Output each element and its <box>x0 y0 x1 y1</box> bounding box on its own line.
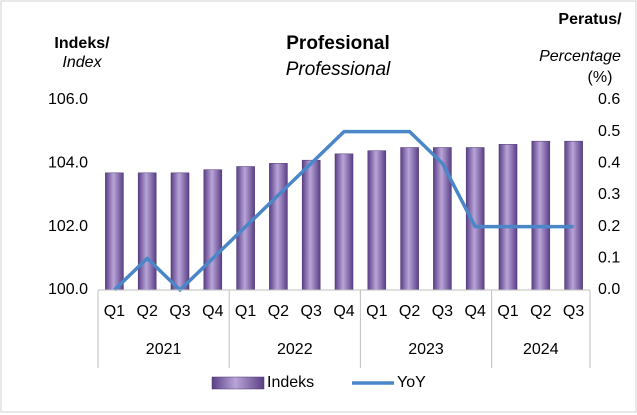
legend-label: YoY <box>397 374 426 391</box>
bar <box>433 147 452 291</box>
bar <box>170 172 190 291</box>
line-series <box>113 129 574 292</box>
x-tick-label: Q3 <box>563 303 584 320</box>
x-tick-label: Q4 <box>333 303 354 320</box>
y2-tick-label: 0.0 <box>598 281 620 298</box>
bar <box>105 172 124 291</box>
bar <box>269 163 288 291</box>
bar <box>334 153 354 291</box>
x-tick-label: Q3 <box>301 303 322 320</box>
x-group-label: 2023 <box>408 341 444 358</box>
x-group-label: 2024 <box>523 341 559 358</box>
legend-swatch <box>211 376 265 390</box>
y-tick-label: 102.0 <box>48 218 88 235</box>
y-tick-label: 104.0 <box>48 155 88 172</box>
x-tick-label: Q1 <box>104 303 125 320</box>
y2-tick-label: 0.3 <box>598 186 620 203</box>
y2-tick-label: 0.2 <box>598 218 620 235</box>
bar <box>203 169 223 291</box>
legend-label: Indeks <box>267 374 314 391</box>
y2-tick-label: 0.5 <box>598 123 620 140</box>
y2-tick-label: 0.6 <box>598 91 620 108</box>
bar <box>400 147 419 291</box>
bar <box>531 140 551 291</box>
x-tick-label: Q2 <box>530 303 551 320</box>
x-tick-label: Q4 <box>465 303 486 320</box>
y2-tick-label: 0.1 <box>598 250 620 267</box>
x-tick-label: Q2 <box>399 303 420 320</box>
y2-axis-unit: (%) <box>588 69 613 86</box>
x-tick-label: Q3 <box>432 303 453 320</box>
y2-tick-label: 0.4 <box>598 155 620 172</box>
x-tick-label: Q1 <box>497 303 518 320</box>
x-group-label: 2021 <box>146 341 182 358</box>
x-tick-label: Q2 <box>137 303 158 320</box>
x-group-label: 2022 <box>277 341 313 358</box>
y2-axis-label: Peratus/ <box>558 11 622 28</box>
y2-axis-label-en: Percentage <box>539 48 621 65</box>
bar <box>301 159 321 291</box>
y-axis-label-en: Index <box>62 54 102 71</box>
x-tick-label: Q1 <box>366 303 387 320</box>
y-axis-label: Indeks/ <box>54 35 110 52</box>
bar <box>367 150 387 291</box>
x-tick-label: Q2 <box>268 303 289 320</box>
bar <box>498 144 518 291</box>
bar <box>564 140 583 291</box>
x-tick-label: Q3 <box>169 303 190 320</box>
y-tick-label: 100.0 <box>48 281 88 298</box>
chart-title: Profesional <box>286 33 389 54</box>
x-tick-label: Q4 <box>202 303 223 320</box>
chart-subtitle: Professional <box>286 59 391 80</box>
bar <box>465 147 485 291</box>
x-tick-label: Q1 <box>235 303 256 320</box>
y-tick-label: 106.0 <box>48 91 88 108</box>
bar <box>137 172 157 291</box>
